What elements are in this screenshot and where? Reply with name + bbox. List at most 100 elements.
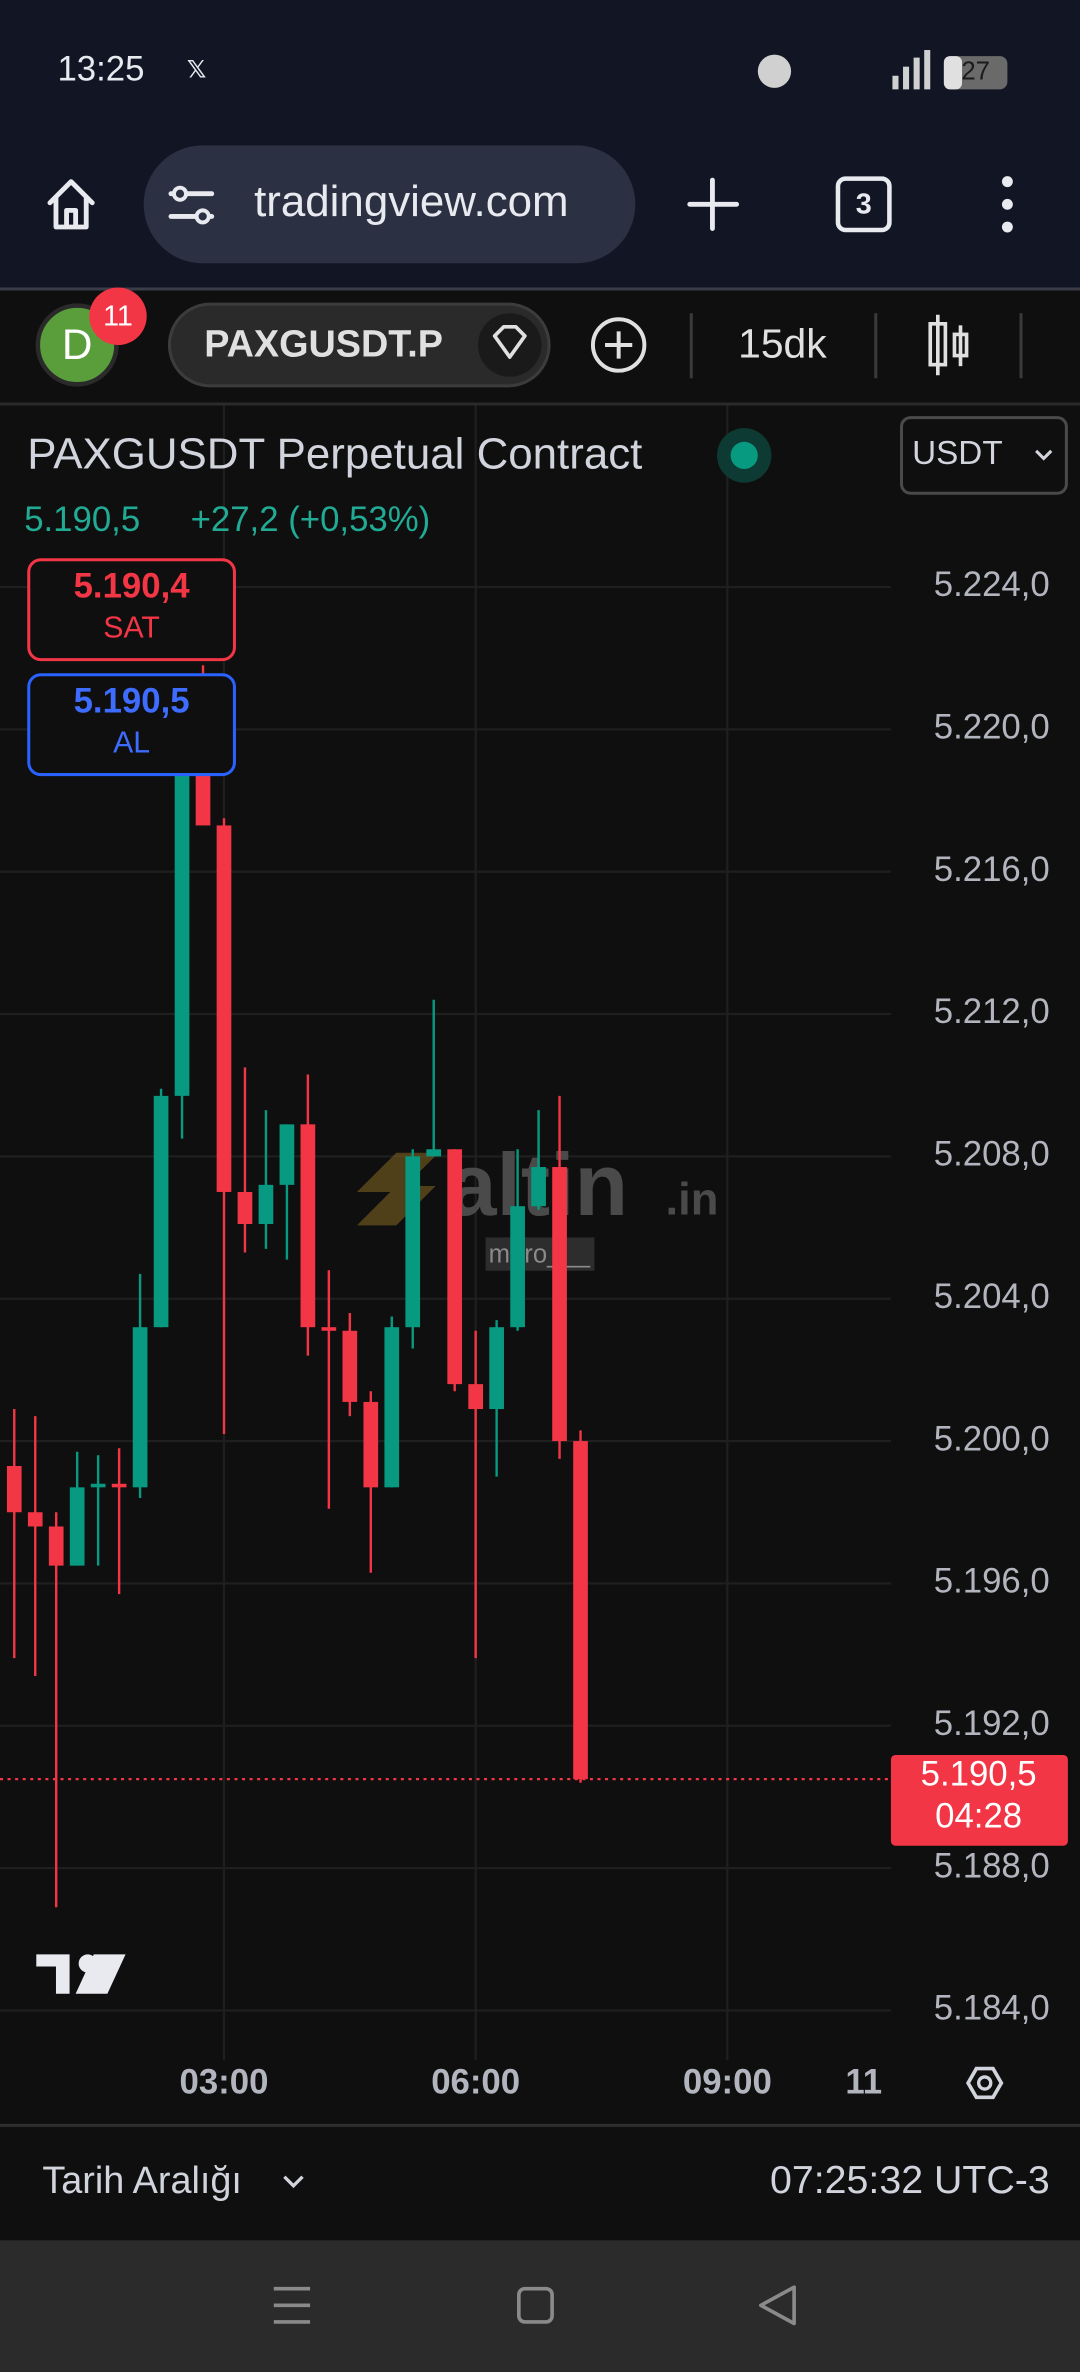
candle-body (195, 775, 211, 826)
last-price-label: 5.190,5 (921, 1755, 1037, 1793)
nav-home[interactable] (517, 2286, 554, 2324)
candle-body (174, 775, 190, 1096)
candle-body (27, 1512, 43, 1527)
new-tab-button[interactable] (687, 177, 740, 231)
symbol-search[interactable] (167, 302, 551, 388)
menu-button[interactable] (1001, 176, 1013, 233)
currency-button[interactable] (900, 416, 1068, 495)
pro-icon[interactable] (492, 325, 527, 359)
notification-count: 11 (103, 300, 133, 332)
status-time: 13:25 (57, 50, 144, 88)
candle-body (531, 1167, 546, 1207)
last-price-box (890, 1754, 1068, 1846)
url-bar[interactable] (143, 145, 636, 264)
nav-bar (0, 2240, 1080, 2372)
url-text: tradingview.com (254, 177, 568, 226)
buy-price: 5.190,5 (74, 683, 190, 721)
candle-body (405, 1156, 421, 1328)
chart-type-button[interactable] (928, 314, 969, 376)
site-settings-icon[interactable] (168, 185, 215, 225)
candle-body (153, 1095, 169, 1328)
y-tick-label: 5.192,0 (934, 1705, 1050, 1743)
candle-body (300, 1124, 316, 1328)
pro-icon-bg (477, 313, 542, 377)
y-tick-label: 5.196,0 (934, 1563, 1050, 1601)
tab-count: 3 (856, 188, 872, 220)
legend-price: 5.190,5 (24, 501, 140, 539)
battery-level (943, 56, 963, 90)
settings-hole (976, 2075, 993, 2091)
candles (6, 665, 588, 1908)
candle-body (468, 1384, 484, 1410)
symbol: PAXGUSDT.P (204, 323, 443, 365)
y-tick-label: 5.208,0 (934, 1136, 1050, 1174)
candle-body (90, 1483, 106, 1488)
speed-icon (757, 54, 792, 88)
compare-button[interactable] (590, 317, 647, 373)
legend-change: +27,2 (+0,53%) (191, 501, 431, 539)
y-tick-label: 5.184,0 (934, 1990, 1050, 2028)
sell-price: 5.190,4 (74, 568, 191, 606)
x-tick-label: 09:00 (683, 2064, 772, 2102)
candle-body (279, 1124, 295, 1185)
candle-body (258, 1184, 274, 1224)
candle-body (132, 1327, 148, 1488)
currency: USDT (912, 435, 1003, 472)
candle-body (6, 1465, 22, 1513)
settings-button[interactable] (965, 2066, 1004, 2100)
x-icon: 𝕏 (187, 57, 207, 84)
candle-body (321, 1327, 337, 1331)
candle-body (69, 1487, 85, 1566)
watermark-suffix: .in (666, 1174, 719, 1225)
avatar-letter: D (62, 321, 93, 368)
countdown: 04:28 (935, 1798, 1022, 1836)
interval[interactable]: 15dk (738, 320, 827, 366)
candle-body (447, 1149, 463, 1385)
sell-button[interactable] (27, 558, 236, 662)
candle-body (111, 1483, 127, 1488)
y-tick-label: 5.216,0 (934, 851, 1050, 889)
watermark-user-bg (485, 1237, 595, 1271)
date-range-chevron (283, 2175, 304, 2189)
clock[interactable]: 07:25:32 UTC-3 (770, 2158, 1050, 2202)
y-tick-label: 5.212,0 (934, 993, 1050, 1031)
y-tick-label: 5.224,0 (934, 566, 1050, 604)
y-tick-label: 5.200,0 (934, 1420, 1050, 1458)
market-status[interactable] (730, 441, 758, 470)
date-range[interactable]: Tarih Aralığı (42, 2160, 242, 2202)
candle-body (510, 1206, 525, 1328)
nav-menu[interactable] (273, 2286, 311, 2324)
candle-body (363, 1401, 379, 1488)
candle-body (237, 1191, 253, 1224)
candle-body (342, 1330, 358, 1402)
tv-logo[interactable] (36, 1954, 126, 1994)
candle-body (216, 825, 232, 1192)
home-button[interactable] (47, 179, 95, 230)
y-tick-label: 5.220,0 (934, 709, 1050, 747)
y-tick-label: 5.204,0 (934, 1278, 1050, 1316)
tv-logo-dot (78, 1954, 97, 1973)
x-tick-label: 03:00 (180, 2064, 269, 2102)
x-tick-label: 06:00 (431, 2064, 520, 2102)
sell-label: SAT (103, 611, 160, 644)
currency-chevron (1035, 449, 1053, 461)
watermark-user: muro___ (489, 1240, 591, 1268)
notification-badge (89, 287, 147, 345)
y-tick-label: 5.188,0 (934, 1847, 1050, 1885)
candle-body (573, 1441, 588, 1780)
day-label: 11 (845, 2064, 882, 2102)
tab-switcher[interactable] (835, 176, 892, 233)
overlay: 5.184,0 5.188,0 5.192,0 5.196,0 5.200,0 5.204… (0, 566, 1068, 2102)
candle-body (48, 1526, 64, 1566)
nav-back[interactable] (759, 2285, 796, 2326)
buy-label: AL (113, 726, 150, 759)
candle-body (489, 1327, 504, 1410)
watermark-logo (356, 1152, 439, 1226)
candle-body (426, 1149, 442, 1157)
candle-body (552, 1167, 567, 1442)
signal-icon (892, 50, 931, 90)
buy-button[interactable] (27, 673, 236, 777)
chart-title: PAXGUSDT Perpetual Contract (27, 430, 642, 479)
